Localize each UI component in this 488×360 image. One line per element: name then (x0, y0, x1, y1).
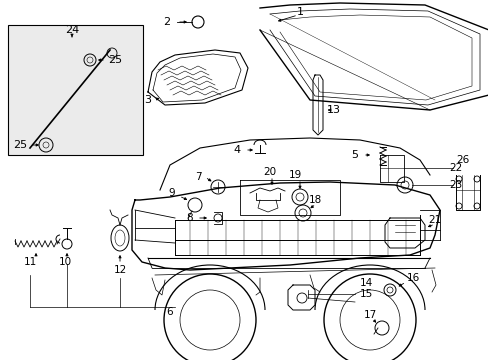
Text: 13: 13 (326, 105, 340, 115)
Text: 20: 20 (263, 167, 276, 177)
Text: 12: 12 (113, 265, 126, 275)
Text: 5: 5 (351, 150, 358, 160)
Text: 15: 15 (359, 289, 372, 299)
Text: 25: 25 (13, 140, 27, 150)
Text: 3: 3 (144, 95, 151, 105)
Text: 17: 17 (363, 310, 376, 320)
Text: 26: 26 (455, 155, 468, 165)
Text: 24: 24 (65, 25, 79, 35)
Text: 18: 18 (308, 195, 321, 205)
Text: 14: 14 (359, 278, 372, 288)
Text: 6: 6 (166, 307, 173, 317)
Text: 1: 1 (296, 7, 303, 17)
Text: 4: 4 (233, 145, 240, 155)
Text: 2: 2 (163, 17, 170, 27)
Text: 16: 16 (406, 273, 419, 283)
Text: 23: 23 (448, 180, 462, 190)
Bar (8, 25, 142, 155)
Text: 11: 11 (23, 257, 37, 267)
Text: 25: 25 (108, 55, 122, 65)
Text: 7: 7 (194, 172, 201, 182)
Text: 9: 9 (168, 188, 175, 198)
Text: 22: 22 (448, 163, 462, 173)
Text: 10: 10 (59, 257, 71, 267)
Text: 19: 19 (288, 170, 301, 180)
Text: 8: 8 (186, 213, 193, 223)
Text: 21: 21 (427, 215, 441, 225)
